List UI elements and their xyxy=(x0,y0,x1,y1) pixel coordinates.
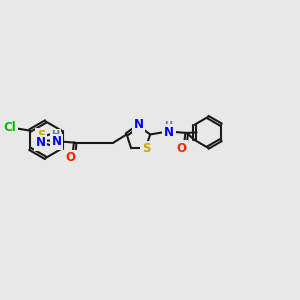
Text: N: N xyxy=(134,118,143,131)
Text: Cl: Cl xyxy=(4,121,16,134)
Text: S: S xyxy=(142,142,151,155)
Text: N: N xyxy=(164,126,174,139)
Text: O: O xyxy=(177,142,187,155)
Text: S: S xyxy=(37,129,46,142)
Text: H: H xyxy=(51,130,59,140)
Text: N: N xyxy=(52,135,61,148)
Text: O: O xyxy=(65,152,75,164)
Text: H: H xyxy=(164,121,172,130)
Text: N: N xyxy=(36,136,46,149)
